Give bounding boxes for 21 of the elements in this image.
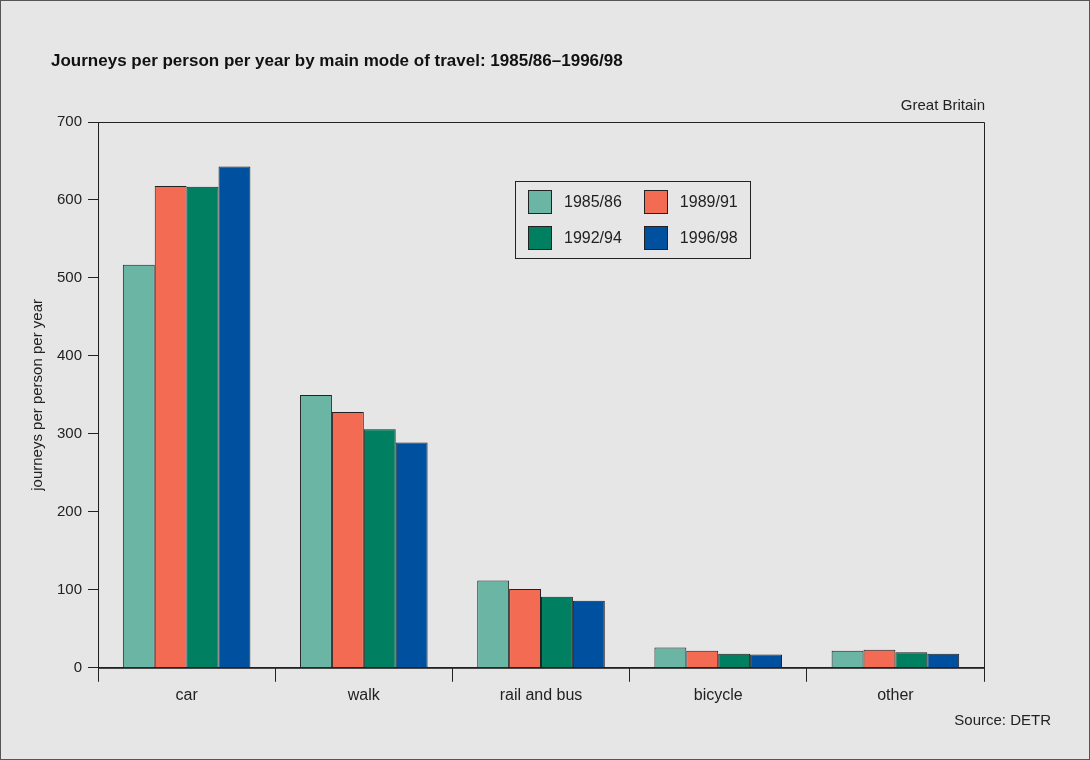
y-tick-label: 100: [57, 579, 83, 597]
y-tick-label: 700: [57, 112, 83, 130]
y-tick-label: 300: [57, 424, 83, 442]
x-tick-label: bicycle: [693, 685, 743, 703]
y-axis-title: journeys per person per year: [28, 299, 46, 492]
x-tick-label: car: [175, 685, 199, 703]
source-note: Source: DETR: [954, 711, 1051, 728]
legend-label: 1996/98: [679, 229, 738, 247]
legend-label: 1989/91: [679, 193, 738, 211]
chart-title: Journeys per person per year by main mode of travel: 1985/86–1996/98: [51, 51, 623, 71]
x-tick-label: other: [877, 685, 915, 703]
x-tick-label: rail and bus: [499, 685, 583, 703]
y-tick-label: 200: [57, 502, 83, 519]
x-tick-label: walk: [346, 685, 381, 703]
y-tick-label: 600: [57, 190, 83, 208]
y-tick-label: 500: [57, 268, 83, 286]
text: Great Britain: [900, 96, 985, 113]
legend-label: 1985/86: [564, 193, 622, 211]
legend-label: 1992/94: [564, 229, 622, 247]
y-tick-label: 0: [73, 657, 83, 675]
y-tick-label: 400: [57, 346, 83, 364]
